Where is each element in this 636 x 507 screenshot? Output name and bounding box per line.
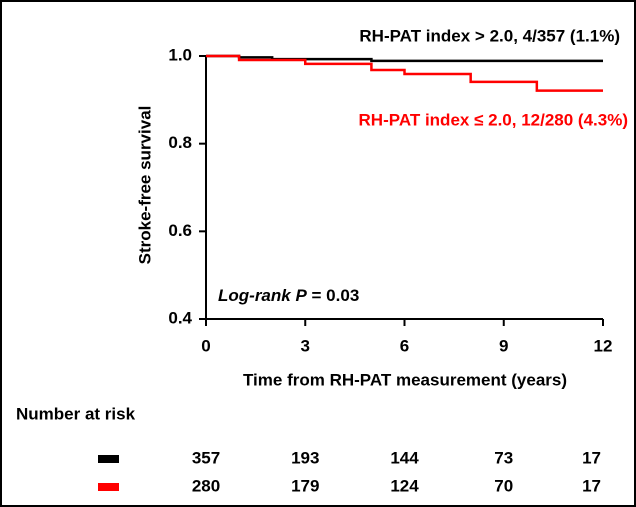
x-tick-label: 6 bbox=[400, 336, 409, 355]
y-tick-label: 0.6 bbox=[168, 221, 192, 240]
x-tick-label: 3 bbox=[301, 336, 310, 355]
y-tick-label: 1.0 bbox=[168, 45, 192, 64]
risk-count: 17 bbox=[582, 448, 601, 467]
x-tick-label: 12 bbox=[594, 336, 613, 355]
risk-count: 357 bbox=[192, 448, 220, 467]
annotation-italic: Log-rank P bbox=[218, 286, 307, 305]
series-label: RH-PAT index > 2.0, 4/357 (1.1%) bbox=[359, 26, 620, 45]
risk-count: 144 bbox=[390, 448, 419, 467]
risk-count: 70 bbox=[494, 476, 513, 495]
risk-count: 17 bbox=[582, 476, 601, 495]
x-axis-label: Time from RH-PAT measurement (years) bbox=[243, 370, 567, 389]
x-tick-label: 0 bbox=[201, 336, 210, 355]
risk-count: 124 bbox=[390, 476, 419, 495]
annotation: Log-rank P = 0.03 bbox=[218, 286, 359, 305]
risk-count: 179 bbox=[291, 476, 319, 495]
series-label: RH-PAT index ≤ 2.0, 12/280 (4.3%) bbox=[359, 110, 628, 129]
annotation-value: = 0.03 bbox=[312, 286, 360, 305]
risk-count: 280 bbox=[192, 476, 220, 495]
survival-line bbox=[206, 54, 603, 92]
legend-swatch bbox=[98, 455, 119, 463]
risk-count: 73 bbox=[494, 448, 513, 467]
risk-count: 193 bbox=[291, 448, 319, 467]
y-tick-label: 0.4 bbox=[168, 308, 192, 327]
risk-table-title: Number at risk bbox=[16, 404, 136, 423]
y-tick-label: 0.8 bbox=[168, 133, 192, 152]
x-tick-label: 9 bbox=[499, 336, 508, 355]
y-axis-label: Stroke-free survival bbox=[135, 106, 154, 265]
legend-swatch bbox=[98, 483, 119, 491]
